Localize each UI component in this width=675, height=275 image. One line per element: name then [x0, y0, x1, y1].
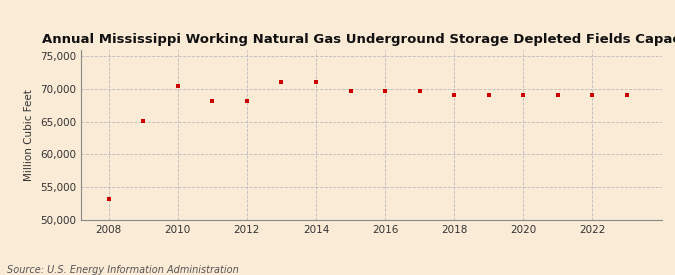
Point — [587, 93, 598, 98]
Point — [552, 93, 563, 98]
Point — [483, 93, 494, 98]
Point — [622, 93, 632, 98]
Y-axis label: Million Cubic Feet: Million Cubic Feet — [24, 89, 34, 181]
Title: Annual Mississippi Working Natural Gas Underground Storage Depleted Fields Capac: Annual Mississippi Working Natural Gas U… — [43, 32, 675, 46]
Point — [345, 89, 356, 93]
Point — [310, 80, 321, 84]
Point — [172, 84, 183, 89]
Point — [379, 89, 390, 93]
Point — [414, 89, 425, 93]
Point — [518, 93, 529, 98]
Point — [276, 79, 287, 84]
Point — [242, 98, 252, 103]
Point — [449, 93, 460, 98]
Text: Source: U.S. Energy Information Administration: Source: U.S. Energy Information Administ… — [7, 265, 238, 275]
Point — [138, 119, 148, 123]
Point — [103, 197, 114, 201]
Point — [207, 98, 218, 103]
